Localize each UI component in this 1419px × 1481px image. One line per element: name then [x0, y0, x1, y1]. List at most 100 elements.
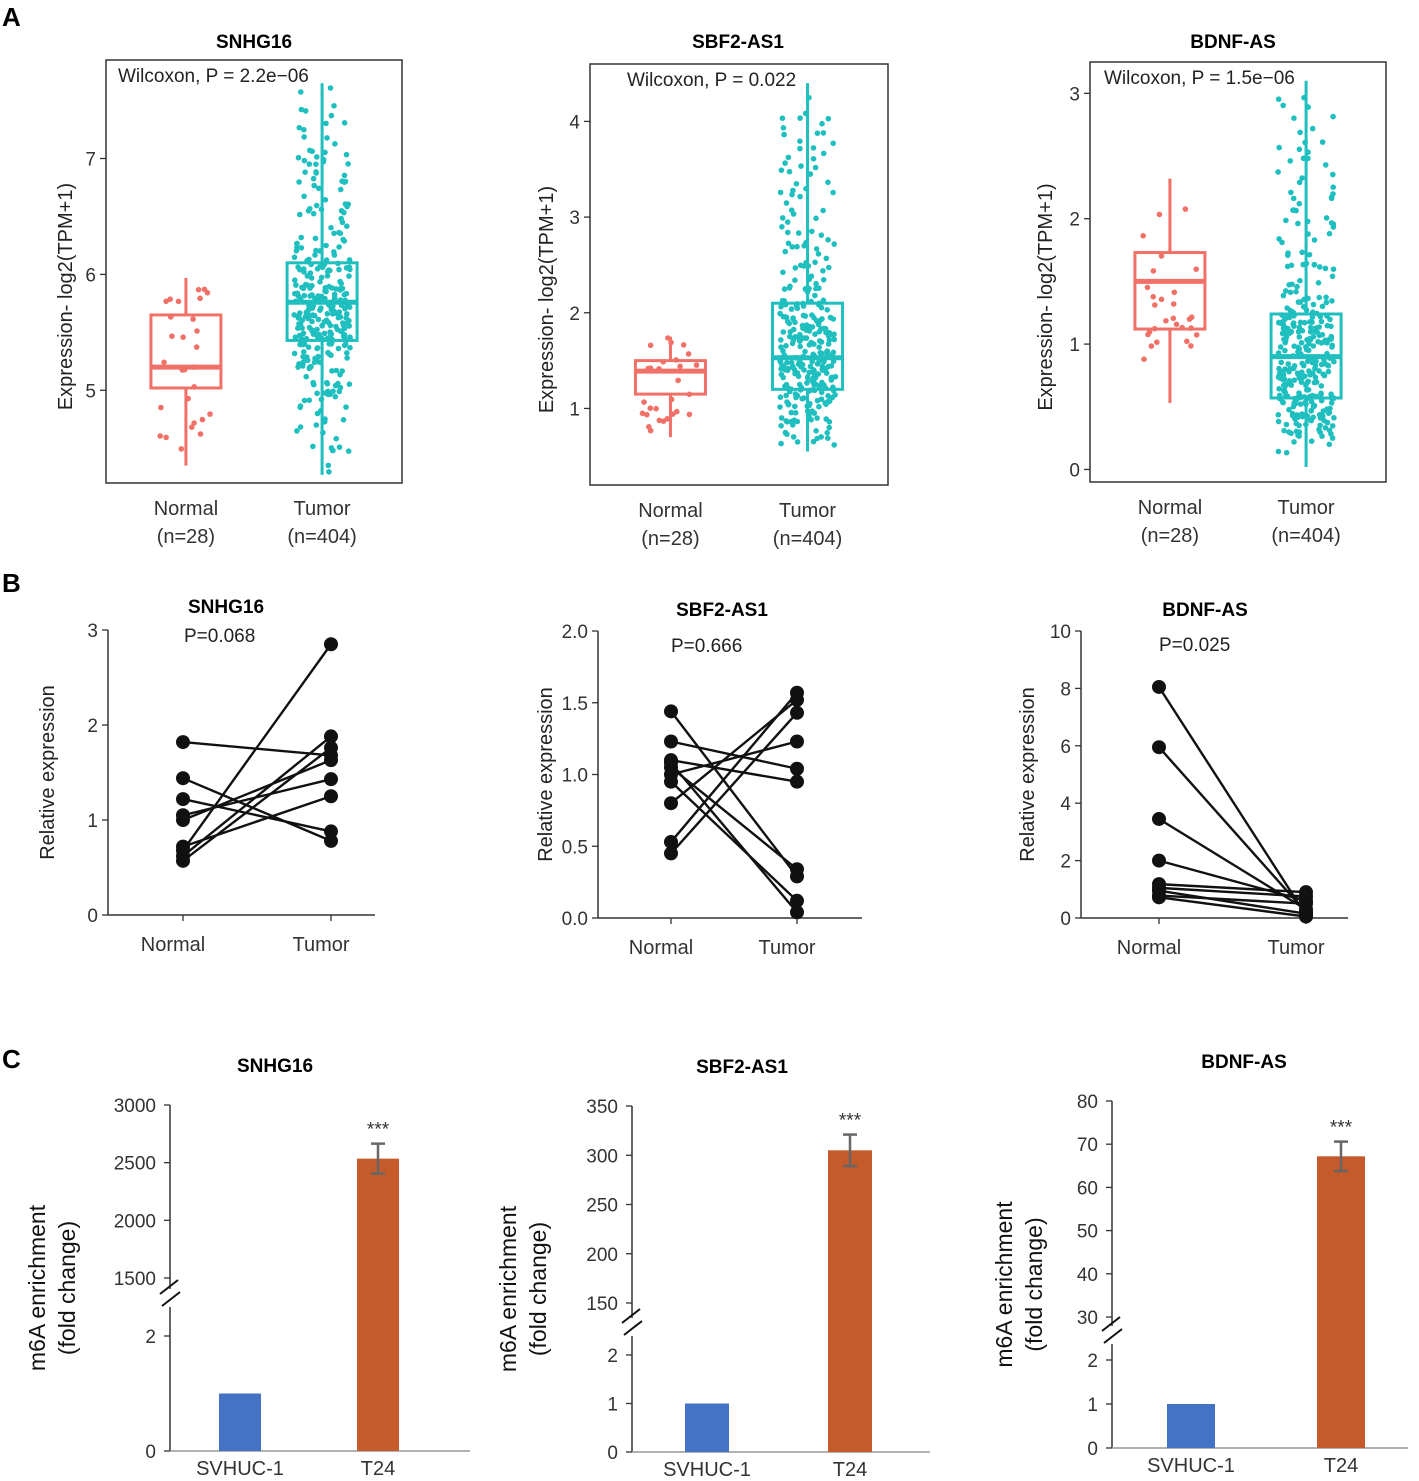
- data-point: [794, 418, 801, 425]
- pair-line: [182, 643, 332, 852]
- pair-line: [1158, 746, 1307, 914]
- data-point: [1288, 328, 1295, 335]
- data-point: [1319, 139, 1326, 145]
- data-point: [1288, 189, 1294, 196]
- data-point: [1326, 441, 1333, 448]
- pair-line: [670, 762, 798, 914]
- data-point: [331, 103, 337, 109]
- data-point: [788, 306, 795, 312]
- data-point: [326, 469, 332, 475]
- tumor-point: [790, 862, 804, 877]
- data-point: [826, 398, 833, 404]
- data-point: [331, 252, 338, 258]
- data-point: [1282, 339, 1288, 346]
- data-point: [782, 429, 789, 436]
- data-point: [788, 359, 795, 366]
- data-point: [806, 342, 813, 348]
- y-tick-label: 80: [1077, 1092, 1098, 1113]
- p-value-annotation: P=0.025: [1159, 635, 1230, 656]
- data-point: [301, 292, 308, 299]
- normal-point: [176, 735, 190, 750]
- y-tick-label: 40: [1077, 1265, 1098, 1286]
- data-point: [801, 243, 807, 249]
- data-point: [1299, 175, 1305, 181]
- data-point: [809, 408, 816, 415]
- data-point: [199, 416, 206, 423]
- data-point: [785, 154, 792, 161]
- data-point: [310, 210, 317, 217]
- data-point: [1326, 230, 1333, 237]
- data-point: [813, 428, 819, 434]
- data-point: [828, 363, 835, 369]
- data-point: [346, 273, 352, 279]
- data-point: [1173, 321, 1180, 328]
- data-point: [342, 341, 349, 347]
- data-point: [1280, 371, 1287, 378]
- y-tick-label: 30: [1077, 1308, 1098, 1329]
- x-category-n: (n=28): [641, 528, 699, 550]
- x-category-label: T24: [1324, 1455, 1358, 1477]
- normal-points: [1140, 206, 1200, 363]
- y-tick-label: 250: [586, 1196, 618, 1217]
- data-point: [1318, 318, 1325, 325]
- data-point: [1293, 428, 1300, 435]
- data-point: [825, 393, 831, 399]
- data-point: [332, 393, 339, 400]
- y-tick-label: 10: [1050, 622, 1071, 643]
- data-point: [794, 243, 800, 250]
- data-point: [338, 215, 345, 222]
- data-point: [297, 266, 303, 273]
- data-point: [195, 286, 202, 293]
- y-tick-label: 5: [85, 381, 96, 402]
- y-tick-label: 7: [85, 150, 96, 171]
- y-axis-label-unit: (fold change): [1021, 1217, 1047, 1351]
- data-point: [315, 316, 322, 323]
- data-point: [820, 277, 827, 283]
- pair-line: [670, 740, 798, 770]
- tumor-point: [324, 824, 338, 839]
- data-point: [781, 286, 788, 292]
- data-point: [784, 219, 791, 225]
- data-point: [301, 157, 308, 164]
- data-point: [189, 424, 195, 431]
- x-category-label: Tumor: [779, 500, 836, 522]
- normal-point: [664, 756, 678, 771]
- data-point: [818, 339, 825, 345]
- normal-point: [664, 834, 678, 849]
- data-point: [293, 282, 299, 288]
- data-point: [313, 422, 320, 428]
- data-point: [291, 350, 298, 357]
- data-point: [295, 154, 302, 161]
- data-point: [795, 230, 802, 236]
- y-tick-label: 3: [87, 621, 98, 642]
- data-point: [827, 314, 834, 321]
- data-point: [1330, 221, 1337, 227]
- data-point: [1283, 449, 1290, 456]
- data-point: [1297, 277, 1303, 284]
- data-point: [1286, 368, 1292, 375]
- x-category-label: Tumor: [1278, 497, 1335, 519]
- data-point: [315, 353, 322, 360]
- data-point: [314, 390, 320, 397]
- data-point: [1150, 293, 1156, 300]
- data-point: [818, 389, 825, 396]
- data-point: [1284, 263, 1291, 270]
- data-point: [336, 244, 342, 250]
- y-tick-label: 2500: [114, 1154, 156, 1175]
- data-point: [783, 200, 790, 206]
- data-point: [790, 187, 796, 194]
- data-point: [305, 208, 312, 214]
- paired-chart-2: SBF2-AS1 P=0.666 0.0 0.5 1.0 1.5 2.0 Normal Tumo…: [535, 600, 862, 959]
- bar-svhuc-1: [219, 1393, 261, 1451]
- data-point: [1276, 144, 1282, 151]
- data-point: [321, 330, 328, 337]
- data-point: [313, 247, 319, 254]
- data-point: [789, 191, 795, 198]
- x-category-label: Normal: [1138, 497, 1202, 519]
- data-point: [1282, 389, 1289, 396]
- data-point: [783, 381, 790, 388]
- data-point: [811, 382, 817, 388]
- data-point: [1328, 323, 1334, 330]
- data-point: [345, 448, 352, 455]
